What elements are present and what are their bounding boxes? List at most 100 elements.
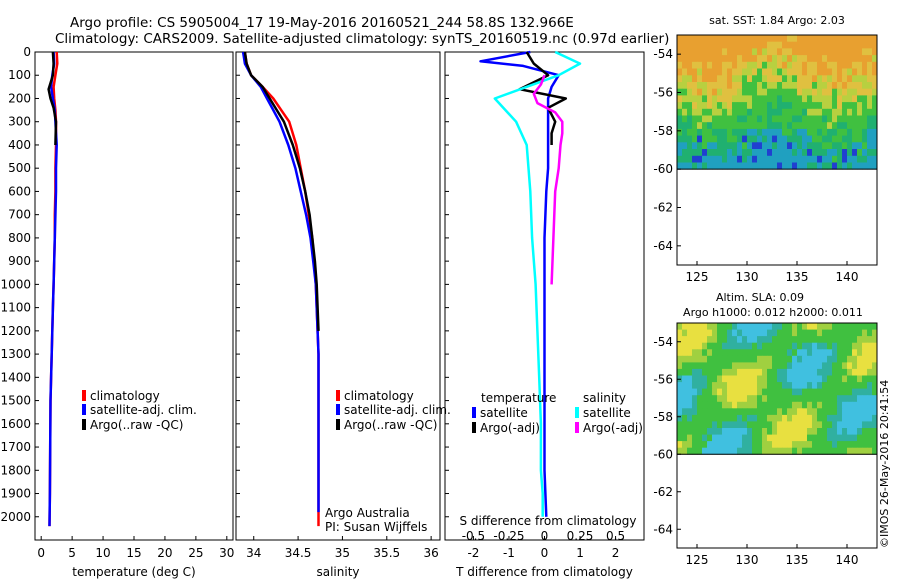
sla-map-cell [722,434,728,442]
sla-map-cell [717,368,723,376]
temperature-ytick-label: 900 [8,254,31,268]
sst-map-cell [782,142,788,150]
sla-map-cell [687,401,693,409]
temperature-ytick-label: 1500 [0,394,31,408]
sst-map-cell [757,135,763,143]
salinity-xlabel: salinity [316,565,359,579]
sst-map-cell [712,35,718,43]
sla-map-cell [732,428,738,435]
sst-map-cell [772,48,778,56]
sst-map-cell [837,88,843,96]
sst-map-cell [682,55,688,63]
sst-map-cell [702,41,708,49]
temperature-ytick-label: 200 [8,91,31,105]
sst-map-cell [687,149,693,157]
sla-map-cell [727,368,733,376]
sst-map-cell [787,149,793,157]
sst-map-xtick-label: 125 [686,270,709,284]
sla-map-cell [807,323,813,330]
sst-map-cell [717,162,723,170]
sst-map-cell [762,122,768,130]
sst-map-cell [762,61,768,69]
sst-map-cell [872,82,878,90]
sla-map-cell [697,441,703,449]
sst-map-cell [847,95,853,103]
sla-map-cell [812,395,818,403]
sla-map-cell [737,441,743,449]
sst-map-cell [822,48,828,56]
sla-map-cell [802,368,808,376]
sst-map-cell [697,149,703,157]
sst-map-cell [682,155,688,163]
sst-map-cell [767,122,773,130]
sst-map-cell [747,35,753,43]
sst-map-cell [797,142,803,150]
sla-map-cell [812,355,818,363]
sla-map-cell [867,349,873,357]
sst-map-cell [867,115,873,123]
sst-map-cell [707,95,713,103]
sst-map-cell [707,68,713,76]
sst-map-cell [872,155,878,163]
sla-map-cell [727,329,733,337]
sst-map-cell [687,82,693,90]
sst-map-cell [712,135,718,143]
sst-map-cell [822,88,828,96]
sla-map-cell [677,395,683,403]
temperature-xtick-label: 25 [188,546,203,560]
sst-map-cell [792,135,798,143]
sla-map-cell [807,408,813,416]
sst-map-cell [842,48,848,56]
sla-map-cell [747,323,753,330]
sst-map-cell [862,162,868,170]
sst-map-cell [752,128,758,136]
sst-map-cell [862,149,868,157]
sst-map-cell [862,35,868,43]
sla-map-cell [702,388,708,396]
sla-map-cell [762,362,768,370]
sst-map-cell [782,135,788,143]
sla-map-cell [787,323,793,330]
sla-map-cell [747,441,753,449]
sst-map-cell [792,41,798,49]
sst-map-cell [827,108,833,116]
sst-map-cell [812,95,818,103]
sla-map-cell [817,414,823,422]
sla-map-cell [787,421,793,429]
sst-map-cell [682,142,688,150]
sst-map-cell [747,82,753,90]
sla-map-cell [857,323,863,330]
sla-map-ytick-label: -60 [653,447,673,461]
sst-map-cell [822,35,828,43]
sla-map-cell [797,401,803,409]
sst-map-cell [872,162,878,170]
sla-map-cell [772,355,778,363]
sla-map-cell [782,428,788,435]
sst-map-cell [687,55,693,63]
sla-map-cell [767,362,773,370]
sla-map-cell [757,414,763,422]
sst-map-ytick-label: -60 [653,162,673,176]
sla-map-cell [712,362,718,370]
sst-map-cell [827,48,833,56]
sla-map-cell [762,395,768,403]
sst-map-cell [737,41,743,49]
sst-map-ytick-label: -64 [653,239,673,253]
sla-map-cell [802,349,808,357]
sst-map-cell [822,61,828,69]
sst-map-cell [822,115,828,123]
salinity-series-line [243,51,320,527]
sst-map-cell [697,61,703,69]
sst-map-cell [802,88,808,96]
sla-map-cell [737,434,743,442]
sst-map-cell [717,48,723,56]
sla-map-cell [802,382,808,390]
sst-map-cell [837,108,843,116]
sla-map-cell [827,428,833,435]
sla-map-cell [862,414,868,422]
sst-map-cell [732,82,738,90]
sla-map-cell [722,428,728,435]
sla-map-cell [712,342,718,350]
sla-map-cell [767,382,773,390]
sst-map-cell [832,75,838,83]
